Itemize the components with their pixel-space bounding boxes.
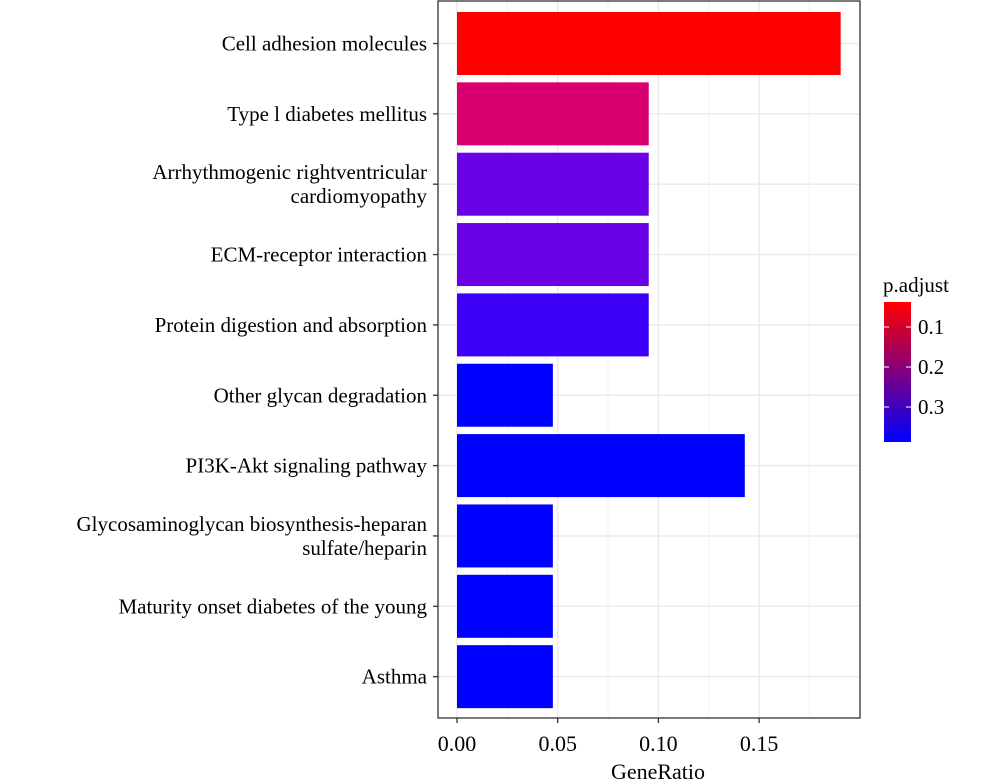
y-axis: Cell adhesion molecules Type l diabetes m…	[77, 32, 438, 689]
x-tick-label: 0.15	[740, 731, 779, 756]
y-tick-label: Cell adhesion molecules	[222, 32, 427, 56]
bars	[457, 12, 841, 709]
bar	[457, 574, 553, 638]
y-tick-label: Other glycan degradation	[214, 383, 428, 407]
bar	[457, 293, 649, 357]
y-tick-label: ECM-receptor interaction	[211, 243, 428, 267]
y-tick-label: PI3K-Akt signaling pathway	[186, 454, 428, 478]
bar	[457, 12, 841, 75]
legend-tick-label: 0.2	[918, 355, 944, 379]
bar	[457, 645, 553, 709]
x-tick-label: 0.05	[538, 731, 577, 756]
y-tick-label: Maturity onset diabetes of the young	[118, 594, 427, 618]
plot-panel-border	[437, 0, 861, 719]
x-tick-label: 0.00	[438, 731, 477, 756]
bar	[457, 223, 649, 287]
bar	[457, 434, 745, 498]
legend-tick-label: 0.3	[918, 395, 944, 419]
legend-tick-label: 0.1	[918, 315, 944, 339]
x-axis-title: GeneRatio	[611, 759, 705, 783]
legend-title: p.adjust	[883, 273, 949, 297]
y-tick-label: Glycosaminoglycan biosynthesis-heparan su…	[77, 512, 428, 560]
bar	[457, 82, 649, 146]
x-tick-label: 0.10	[639, 731, 678, 756]
bar	[457, 152, 649, 216]
bar	[457, 504, 553, 568]
legend: p.adjust 0.1 0.2 0.3	[883, 273, 949, 442]
y-tick-label: Type l diabetes mellitus	[227, 102, 427, 126]
y-tick-label: Protein digestion and absorption	[155, 313, 428, 337]
legend-colorbar	[884, 302, 911, 442]
x-axis: 0.00 0.05 0.10 0.15	[438, 718, 779, 756]
y-tick-label: Asthma	[362, 665, 428, 689]
y-tick-label: Arrhythmogenic rightventricular cardiomyo…	[152, 160, 427, 208]
bar	[457, 363, 553, 427]
